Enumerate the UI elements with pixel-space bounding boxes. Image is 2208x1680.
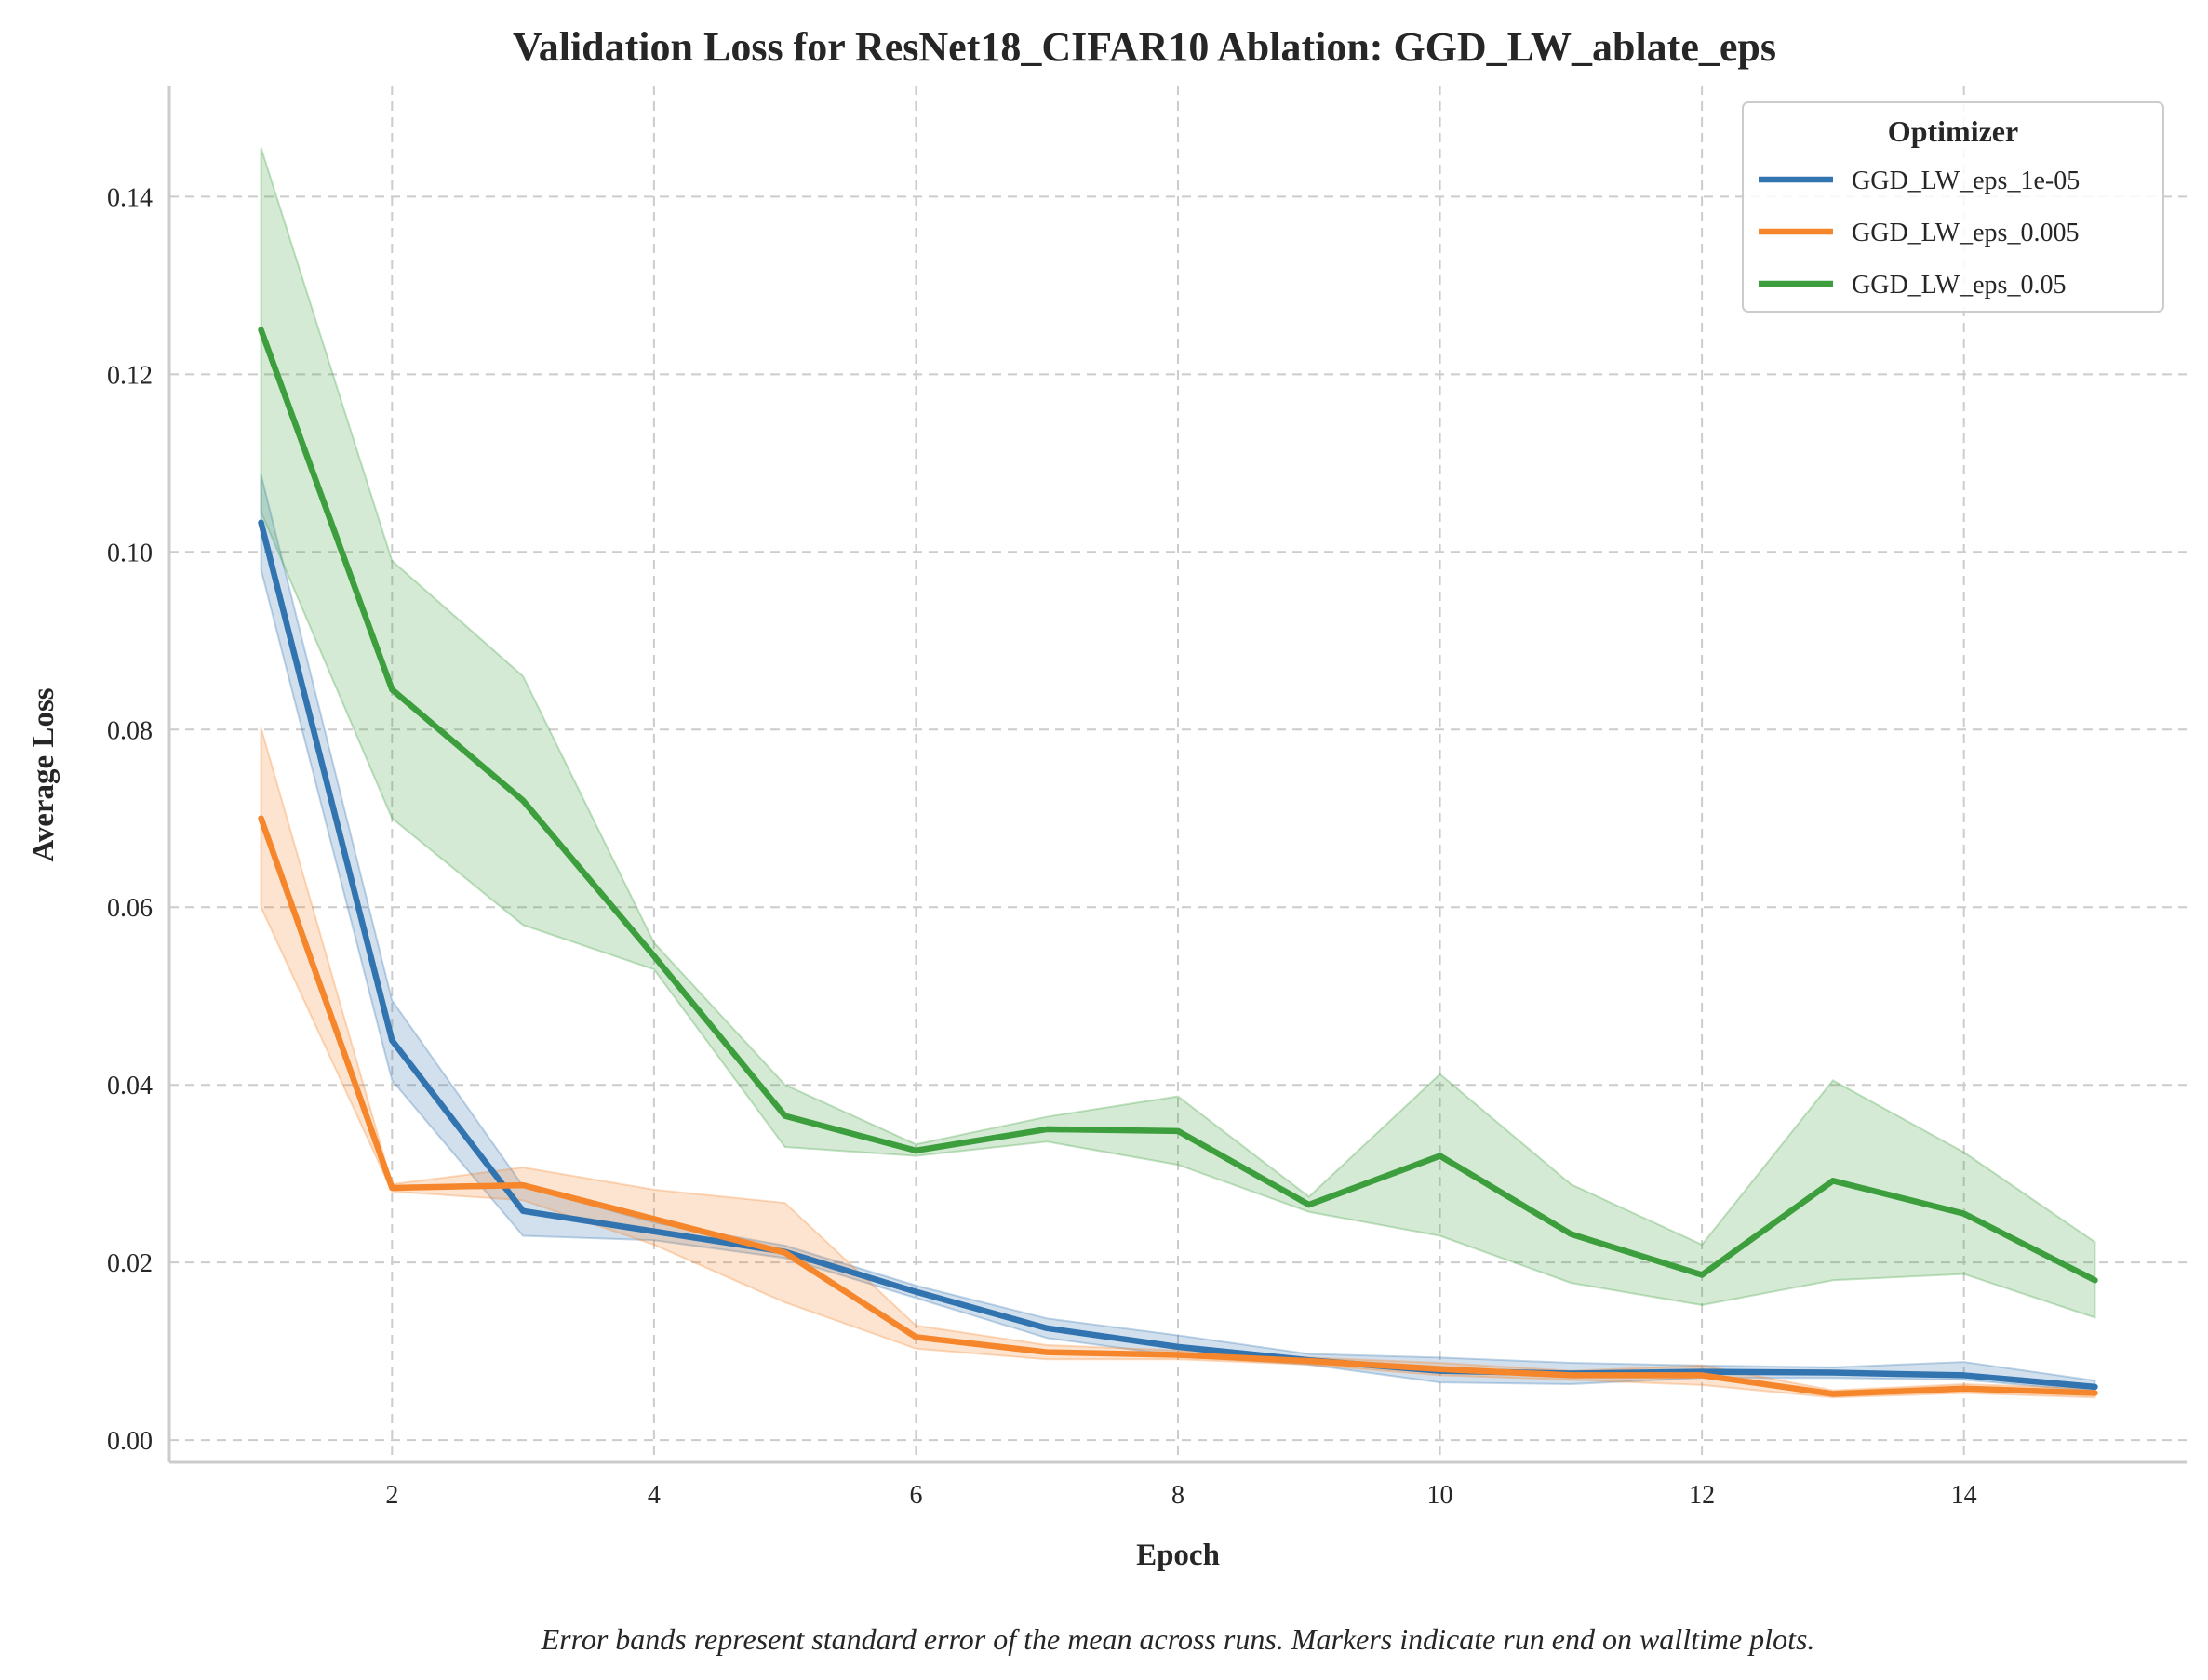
y-tick-label: 0.06 <box>107 894 153 923</box>
y-axis-label: Average Loss <box>27 687 60 861</box>
y-tick-label: 0.10 <box>107 539 153 567</box>
chart-caption: Error bands represent standard error of … <box>541 1622 1815 1656</box>
x-tick-label: 12 <box>1689 1481 1715 1510</box>
legend-frame <box>1742 101 2164 313</box>
y-tick-labels: 0.00 0.02 0.04 0.06 0.08 0.10 0.12 0.14 <box>107 183 153 1456</box>
error-band-3 <box>260 147 2096 1319</box>
series-line-2 <box>258 815 2098 1397</box>
y-tick-label: 0.14 <box>107 183 153 212</box>
y-tick-label: 0.08 <box>107 716 153 745</box>
legend-label-2: GGD_LW_eps_0.005 <box>1852 219 2079 247</box>
x-tick-label: 6 <box>909 1481 922 1510</box>
legend: Optimizer GGD_LW_eps_1e-05 GGD_LW_eps_0.0… <box>1742 101 2164 313</box>
y-tick-label: 0.12 <box>107 361 153 390</box>
error-band-2 <box>260 727 2096 1399</box>
series-line-1 <box>258 519 2098 1391</box>
series-lines <box>258 327 2098 1397</box>
x-tick-label: 4 <box>648 1481 661 1510</box>
x-tick-label: 2 <box>385 1481 398 1510</box>
y-tick-label: 0.00 <box>107 1427 153 1456</box>
x-tick-label: 8 <box>1171 1481 1184 1510</box>
legend-label-3: GGD_LW_eps_0.05 <box>1852 271 2066 300</box>
chart-title: Validation Loss for ResNet18_CIFAR10 Abl… <box>513 24 1776 70</box>
legend-title: Optimizer <box>1888 114 2018 148</box>
x-tick-labels: 2 4 6 8 10 12 14 <box>385 1481 1976 1510</box>
x-tick-label: 14 <box>1951 1481 1977 1510</box>
x-tick-label: 10 <box>1427 1481 1453 1510</box>
grid <box>169 86 2187 1462</box>
y-tick-label: 0.02 <box>107 1249 153 1278</box>
series-line-3 <box>258 327 2098 1284</box>
y-tick-label: 0.04 <box>107 1072 153 1100</box>
legend-label-1: GGD_LW_eps_1e-05 <box>1852 167 2080 195</box>
x-axis-label: Epoch <box>1136 1539 1220 1572</box>
